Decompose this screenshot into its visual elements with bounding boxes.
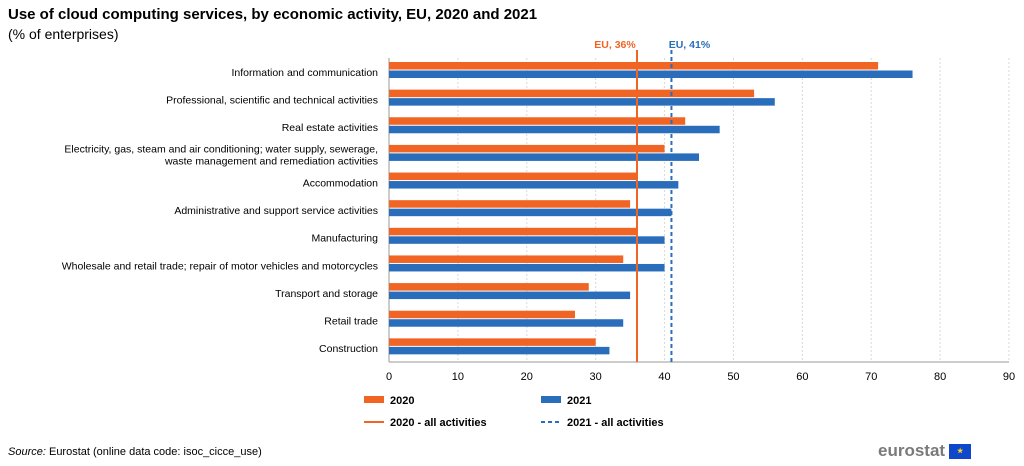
x-tick-label: 40	[658, 371, 670, 383]
bar-2021	[389, 208, 672, 217]
logo-text: eurostat	[878, 441, 946, 460]
category-label: Manufacturing	[311, 233, 378, 245]
bar-2021	[389, 319, 624, 327]
reference-line-label: EU, 36%	[594, 39, 636, 51]
source-text: Eurostat (online data code: isoc_cicce_u…	[45, 446, 262, 458]
eurostat-logo: eurostat ★	[878, 441, 972, 461]
x-tick-label: 20	[521, 371, 533, 383]
bar-2020	[389, 117, 686, 125]
bar-2020	[389, 62, 879, 70]
bar-2020	[389, 200, 631, 208]
x-tick-label: 0	[386, 371, 392, 383]
bar-2021	[389, 153, 699, 161]
category-label: Construction	[319, 343, 378, 355]
category-label: Administrative and support service activ…	[174, 205, 378, 217]
bar-2020	[389, 338, 596, 346]
bar-2020	[389, 172, 637, 181]
x-tick-label: 60	[796, 371, 808, 383]
x-tick-label: 50	[727, 371, 739, 383]
category-label: Real estate activities	[282, 122, 378, 134]
bar-2021	[389, 236, 665, 244]
bar-2021	[389, 291, 631, 300]
legend-swatch	[364, 396, 384, 403]
bar-2021	[389, 181, 679, 189]
category-label: Transport and storage	[275, 288, 378, 300]
bar-2020	[389, 89, 755, 98]
x-tick-label: 80	[934, 371, 946, 383]
chart-subtitle: (% of enterprises)	[8, 26, 119, 42]
bar-2020	[389, 310, 575, 319]
bar-2021	[389, 263, 665, 272]
x-tick-label: 70	[865, 371, 877, 383]
category-label: Accommodation	[303, 177, 378, 189]
legend-label: 2021	[567, 395, 591, 407]
bar-2020	[389, 283, 589, 291]
category-label: Electricity, gas, steam and air conditio…	[64, 144, 378, 156]
bar-2021	[389, 346, 610, 355]
bar-2021	[389, 70, 913, 78]
bar-2021	[389, 98, 775, 106]
category-label: Retail trade	[324, 316, 378, 328]
x-tick-label: 10	[452, 371, 464, 383]
bar-2021	[389, 125, 720, 134]
eu-flag-icon: ★	[949, 443, 972, 459]
category-label: Professional, scientific and technical a…	[166, 94, 378, 106]
bar-2020	[389, 227, 637, 236]
category-label: Wholesale and retail trade; repair of mo…	[62, 260, 378, 272]
legend-label: 2020 - all activities	[390, 417, 487, 429]
bar-2020	[389, 144, 665, 153]
category-label: Information and communication	[232, 67, 379, 79]
legend-label: 2021 - all activities	[567, 417, 664, 429]
bar-2020	[389, 255, 624, 263]
x-tick-label: 30	[590, 371, 602, 383]
x-tick-label: 90	[1003, 371, 1015, 383]
chart-title: Use of cloud computing services, by econ…	[8, 6, 538, 23]
source-label: Source:	[8, 446, 46, 458]
legend-swatch	[541, 396, 561, 403]
source-note: Source: Eurostat (online data code: isoc…	[8, 446, 262, 458]
legend-label: 2020	[390, 395, 414, 407]
category-label: waste management and remediation activit…	[164, 156, 378, 168]
reference-line-label: EU, 41%	[669, 39, 711, 51]
